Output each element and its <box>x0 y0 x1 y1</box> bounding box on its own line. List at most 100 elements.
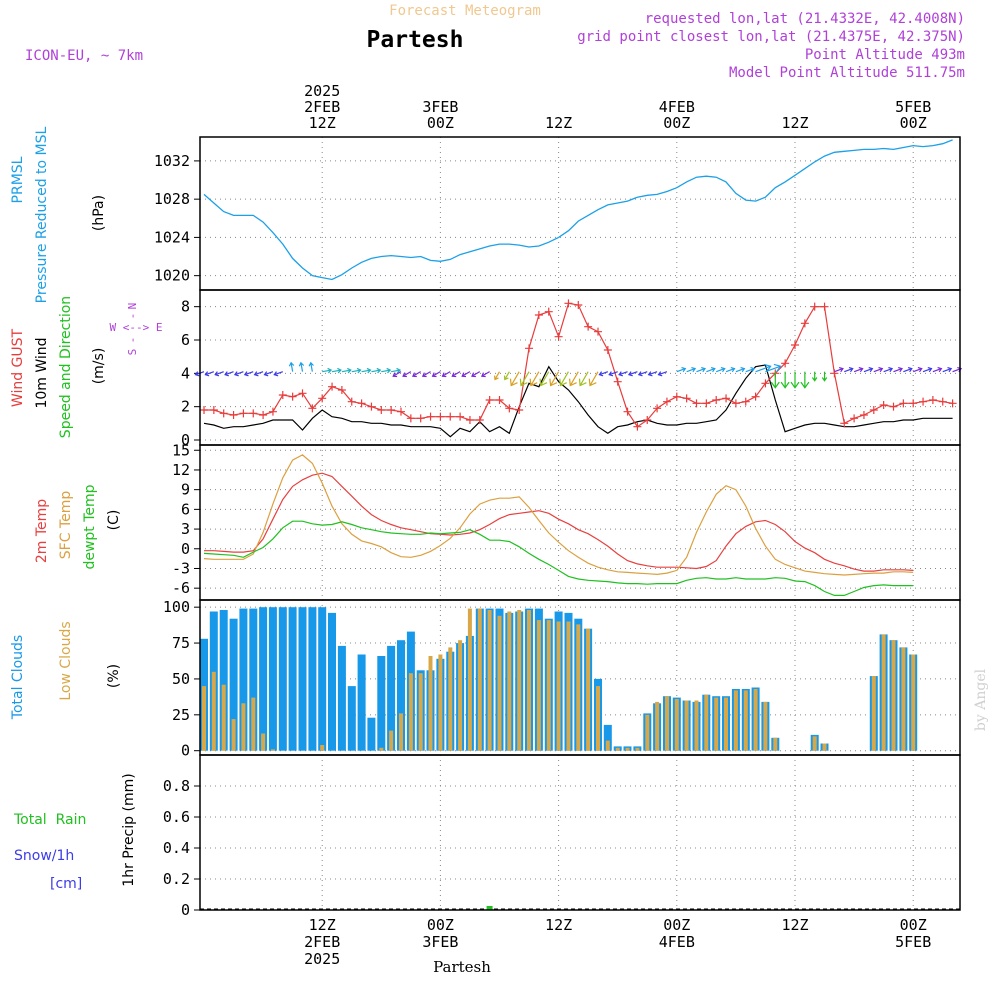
gust-marker <box>465 416 474 424</box>
low-cloud-bar <box>773 737 778 751</box>
snow-label: Snow/1h <box>14 848 74 864</box>
wind-arrow-head <box>392 372 398 378</box>
compass-s: S <box>126 349 139 356</box>
wind-direction-arrow <box>510 371 520 386</box>
bottom-time-label: 2FEB <box>304 933 340 951</box>
total-cloud-bar <box>603 724 612 751</box>
wind-arrow-head <box>917 367 923 373</box>
total-cloud-bar <box>229 618 238 751</box>
low-cloud-bar <box>615 747 620 751</box>
gust-marker <box>564 299 573 308</box>
low-cloud-bar <box>665 696 669 751</box>
gust-marker <box>278 391 287 399</box>
pressure-unit: (hPa) <box>91 195 107 231</box>
total-cloud-bar <box>328 612 336 751</box>
wind-direction-arrow <box>942 368 952 373</box>
precip-y-tick-label: 0.6 <box>163 808 190 826</box>
temperature-y-tick-label: 9 <box>181 481 190 499</box>
low-cloud-bar <box>556 621 561 751</box>
gust-marker <box>830 369 839 378</box>
wind-direction-arrow <box>599 371 609 376</box>
gust-marker <box>249 409 258 418</box>
precip-unit: 1hr Precip (mm) <box>121 773 137 886</box>
wind-arrow-head <box>790 381 800 389</box>
low-cloud-bar <box>389 730 394 751</box>
wind-direction-arrow <box>412 371 422 377</box>
wind-gust-label: Wind GUST <box>10 328 26 407</box>
clouds-y-tick-label: 0 <box>181 742 190 760</box>
wind-arrow-head <box>763 363 772 373</box>
wind-direction-arrow <box>883 368 893 373</box>
low-cloud-bar <box>261 733 266 751</box>
total-cloud-bar <box>318 607 327 751</box>
top-time-label: 3FEB <box>422 98 458 116</box>
low-cloud-bar <box>536 620 541 751</box>
wind-direction-arrow <box>745 368 755 373</box>
low-cloud-bar <box>635 747 640 751</box>
wind-arrow-head <box>347 367 352 374</box>
gust-marker <box>633 422 642 431</box>
gust-marker <box>662 397 671 406</box>
footer-station: Partesh <box>433 958 491 976</box>
total-cloud-bar <box>337 645 346 751</box>
wind-direction-arrow <box>341 369 351 373</box>
low-cloud-bar <box>881 634 886 751</box>
compass-legend: N - - S W <--> E <box>110 303 163 356</box>
low-cloud-bar <box>251 697 256 751</box>
wind-direction-arrow <box>559 371 569 386</box>
low-cloud-bar <box>694 700 699 751</box>
wind-arrow-head <box>337 367 342 374</box>
gust-marker <box>534 311 543 319</box>
gridpoint-coords: grid point closest lon,lat (21.4375E, 42… <box>577 29 965 45</box>
wind-arrow-head <box>710 367 716 373</box>
gust-marker <box>603 346 612 354</box>
wind-direction-arrow <box>331 369 342 373</box>
wind-arrow-head <box>519 378 528 387</box>
wind-arrow-head <box>608 371 614 377</box>
rain-bar <box>486 906 493 910</box>
precip-y-tick-label: 0.8 <box>163 777 190 795</box>
temperature-y-tick-label: 6 <box>181 500 190 518</box>
panel-frame <box>199 754 961 911</box>
wind-arrow-head <box>288 361 295 367</box>
wind-y-tick-label: 6 <box>181 331 190 349</box>
compass-we: W <--> E <box>110 321 163 334</box>
bottom-time-label: 12Z <box>781 916 808 934</box>
pressure-y-tick-label: 1028 <box>154 190 190 208</box>
wind-arrow-head <box>396 367 402 374</box>
wind-direction-arrow <box>452 371 461 377</box>
panel-frame <box>199 136 961 291</box>
top-time-label: 12Z <box>309 114 336 132</box>
low-cloud-bar <box>645 714 650 751</box>
wind-arrow-head <box>937 367 943 373</box>
gust-marker <box>879 401 888 409</box>
low-cloud-bar <box>458 640 463 751</box>
low-cloud-bar <box>467 608 472 751</box>
gust-marker <box>751 392 760 401</box>
clouds-y-tick-label: 75 <box>172 634 190 652</box>
low-cloud-bar <box>674 699 679 751</box>
precip-y-tick-label: 0.4 <box>163 839 190 857</box>
gust-marker <box>613 377 622 386</box>
low-cloud-bar <box>320 745 325 751</box>
wind-arrow-head <box>243 371 249 377</box>
bottom-time-label: 2025 <box>304 950 340 968</box>
wind-direction-arrow <box>322 369 332 373</box>
wind-arrow-head <box>569 378 577 387</box>
wind-direction-arrow <box>371 369 381 373</box>
clouds-unit: (%) <box>106 664 122 688</box>
wind-direction-arrow <box>550 371 560 386</box>
total-clouds-label: Total Clouds <box>10 635 26 720</box>
wind-arrow-head <box>907 367 913 373</box>
wind-direction-arrow <box>589 371 599 386</box>
top-time-label: 12Z <box>545 114 572 132</box>
low-clouds-label: Low Clouds <box>58 621 74 700</box>
temperature-y-tick-label: 15 <box>172 441 190 459</box>
gust-marker <box>623 407 632 416</box>
wind-arrow-head <box>947 367 953 373</box>
total-cloud-bar <box>377 656 386 751</box>
temperature-y-tick-label: 0 <box>181 540 190 558</box>
t2m-line <box>204 472 914 572</box>
wind-direction-arrow <box>618 371 628 376</box>
